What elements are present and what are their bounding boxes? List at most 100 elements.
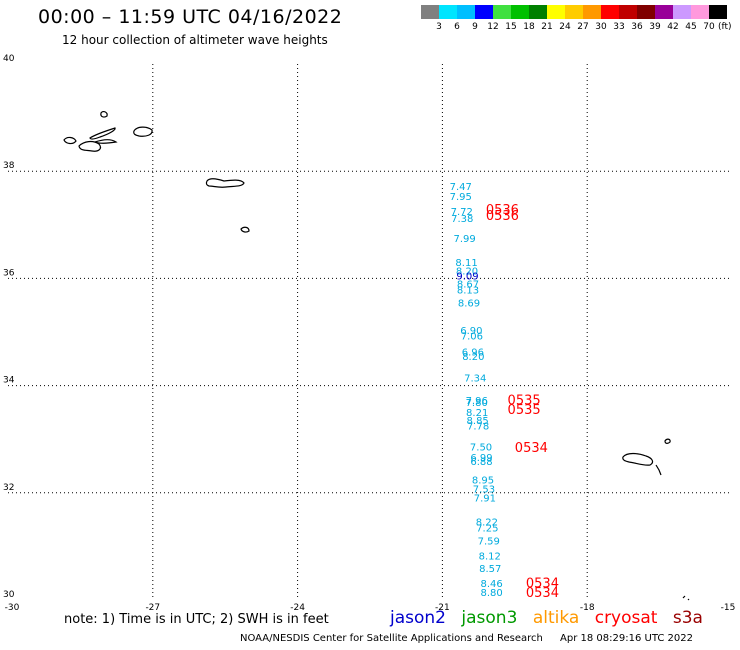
wave-height-label: 8.21 <box>466 408 488 419</box>
map-grid: -30 -27 -24 -21 -18 -15 40 38 36 34 32 30 <box>3 54 735 613</box>
wave-height-label: 8.85 <box>467 416 489 427</box>
color-scale-label: 6 <box>454 22 460 32</box>
color-scale-label: 45 <box>685 22 697 32</box>
wave-height-label: 8.22 <box>476 517 498 528</box>
wave-height-label: 6.96 <box>462 348 484 359</box>
color-scale-swatch <box>691 5 709 19</box>
color-scale-swatch <box>529 5 547 19</box>
wave-height-label: 7.38 <box>451 214 473 225</box>
island-porto-santo <box>664 438 671 444</box>
island-graciosa <box>93 139 118 144</box>
color-scale-swatch <box>421 5 439 19</box>
color-scale-label: 18 <box>523 22 535 32</box>
map-note: note: 1) Time is in UTC; 2) SWH is in fe… <box>64 612 329 627</box>
wave-height-label: 7.50 <box>470 442 492 453</box>
color-scale-units: (ft) <box>718 22 732 32</box>
map-title: 00:00 – 11:59 UTC 04/16/2022 <box>38 6 343 28</box>
wave-height-label: 8.12 <box>479 551 501 562</box>
color-scale-swatch <box>619 5 637 19</box>
color-scale-label: 33 <box>613 22 625 32</box>
color-scale-label: 27 <box>577 22 589 32</box>
wave-height-label: 8.69 <box>458 298 480 309</box>
satellite-legend: jason2 jason3 altika cryosat s3a <box>390 608 713 628</box>
color-scale-label: 15 <box>505 22 517 32</box>
wave-height-label: 7.34 <box>464 373 486 384</box>
color-scale-label: 30 <box>595 22 607 32</box>
color-scale-label: 39 <box>649 22 661 32</box>
wave-height-label: 8.20 <box>456 267 478 278</box>
color-scale-swatch <box>709 5 727 19</box>
color-scale-label: 12 <box>487 22 499 32</box>
wave-height-label: 8.67 <box>457 280 479 291</box>
wave-height-label: 6.88 <box>470 457 492 468</box>
color-scale-swatch <box>673 5 691 19</box>
color-scale-swatch <box>601 5 619 19</box>
lon-tick-label: -21 <box>435 603 450 613</box>
cryosat-time-label: 0534 <box>526 577 559 592</box>
color-scale-label: 9 <box>472 22 478 32</box>
wave-height-label: 8.11 <box>455 258 477 269</box>
lat-tick-label: 38 <box>3 161 15 171</box>
lat-tick-label: 32 <box>3 483 14 493</box>
island-desertas <box>655 464 662 476</box>
color-scale-swatch <box>511 5 529 19</box>
wave-height-label: 6.99 <box>470 453 492 464</box>
footer-org: NOAA/NESDIS Center for Satellite Applica… <box>240 633 543 644</box>
legend-cryosat: cryosat <box>594 608 658 628</box>
map-subtitle: 12 hour collection of altimeter wave hei… <box>62 33 328 47</box>
wave-height-label: 6.90 <box>460 326 482 337</box>
island-pico <box>78 140 102 152</box>
legend-jason3: jason3 <box>461 608 518 628</box>
legend-altika: altika <box>532 608 580 628</box>
color-scale-label: 21 <box>541 22 553 32</box>
wave-height-label: 7.91 <box>474 493 496 504</box>
color-scale-swatch <box>655 5 673 19</box>
color-scale-swatch <box>565 5 583 19</box>
footer-timestamp: Apr 18 08:29:16 UTC 2022 <box>560 633 693 644</box>
island-terceira <box>133 126 153 137</box>
island-selvagens <box>682 595 690 601</box>
island-flores <box>100 110 108 118</box>
wave-height-label: 7.53 <box>473 484 495 495</box>
wave-height-label: 8.13 <box>457 285 479 296</box>
color-scale-swatch <box>547 5 565 19</box>
color-scale-swatch <box>583 5 601 19</box>
color-scale-swatch <box>637 5 655 19</box>
lat-tick-label: 34 <box>3 376 15 386</box>
altimeter-observations: 7.477.957.727.387.998.118.209.098.678.13… <box>450 182 503 599</box>
wave-height-label: 7.80 <box>466 398 488 409</box>
color-scale-label: 70 <box>703 22 715 32</box>
wave-height-label: 7.06 <box>461 332 483 343</box>
cryosat-time-label: 0535 <box>508 403 541 418</box>
cryosat-time-label: 0536 <box>486 203 519 218</box>
island-sao-miguel <box>205 178 245 188</box>
island-madeira <box>622 452 654 466</box>
lat-tick-label: 36 <box>3 268 15 278</box>
wave-height-label: 8.20 <box>462 352 484 363</box>
color-scale-swatch <box>475 5 493 19</box>
color-scale-label: 24 <box>559 22 571 32</box>
wave-height-label: 7.95 <box>450 192 472 203</box>
color-scale-swatch <box>457 5 475 19</box>
wave-height-label: 7.25 <box>476 523 498 534</box>
wave-height-label: 8.80 <box>481 588 503 599</box>
lat-tick-label: 40 <box>3 54 15 64</box>
wave-height-label: 7.47 <box>450 182 472 193</box>
island-sao-jorge <box>89 127 116 140</box>
color-scale-label: 3 <box>436 22 442 32</box>
color-scale-swatch <box>493 5 511 19</box>
lon-tick-label: -24 <box>290 603 305 613</box>
wave-height-label: 8.95 <box>472 476 494 487</box>
cryosat-time-label: 0534 <box>515 441 548 456</box>
wave-height-label: 7.96 <box>466 396 488 407</box>
wave-height-label: 7.78 <box>467 422 489 433</box>
coastlines <box>63 110 690 601</box>
lat-tick-label: 30 <box>3 590 15 600</box>
cryosat-time-label: 0534 <box>526 586 559 601</box>
legend-s3a: s3a <box>672 608 703 628</box>
lon-tick-label: -27 <box>145 603 160 613</box>
color-scale-label: 42 <box>667 22 679 32</box>
wave-height-label: 9.09 <box>456 271 478 282</box>
